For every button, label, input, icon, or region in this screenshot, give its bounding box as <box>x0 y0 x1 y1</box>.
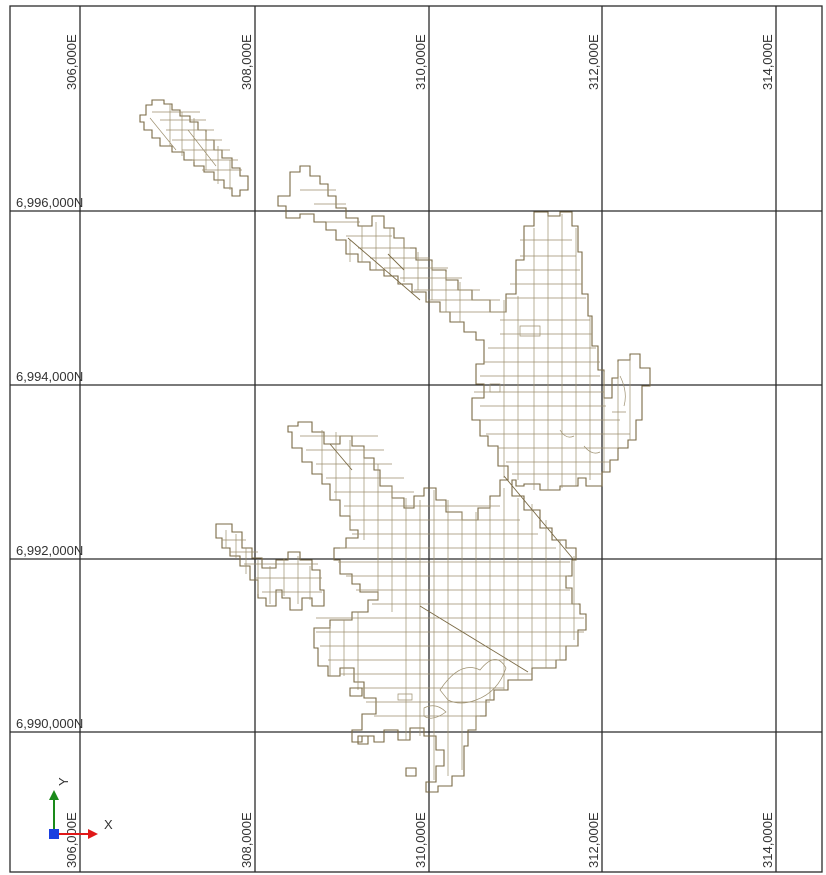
parcel-group-west[interactable] <box>215 523 325 611</box>
easting-grid-lines <box>79 6 777 872</box>
bottom-label-308000: 308,000E <box>239 812 254 868</box>
parcel-outline-west[interactable] <box>215 523 325 611</box>
parcel-inner-west <box>222 530 322 604</box>
northing-label-6996000: 6,996,000N <box>16 195 83 210</box>
top-label-308000: 308,000E <box>239 34 254 90</box>
parcel-outline-northwest[interactable] <box>139 99 249 197</box>
parcel-diagonal-lines <box>329 237 575 673</box>
y-axis-label: Y <box>56 777 71 786</box>
parcel-inner-curves <box>397 325 626 719</box>
axis-origin-marker <box>49 829 59 839</box>
bottom-label-306000: 306,000E <box>64 812 79 868</box>
northing-label-6992000: 6,992,000N <box>16 543 83 558</box>
parcel-group-small-bits[interactable] <box>349 687 417 777</box>
parcel-inner-main-grid <box>300 189 631 780</box>
bottom-easting-labels: 306,000E 308,000E 310,000E 312,000E 314,… <box>64 812 775 868</box>
northing-label-6990000: 6,990,000N <box>16 716 83 731</box>
northing-grid-lines <box>10 210 822 733</box>
parcel-inner-northwest <box>149 104 242 190</box>
northing-label-6994000: 6,994,000N <box>16 369 83 384</box>
parcel-group-northwest[interactable] <box>139 99 249 197</box>
northing-labels: 6,996,000N 6,994,000N 6,992,000N 6,990,0… <box>16 195 83 731</box>
y-axis-arrow-icon <box>49 790 59 800</box>
parcel-outline-main[interactable] <box>277 165 651 793</box>
top-label-306000: 306,000E <box>64 34 79 90</box>
top-label-310000: 310,000E <box>413 34 428 90</box>
x-axis-arrow-icon <box>88 829 98 839</box>
top-label-312000: 312,000E <box>586 34 601 90</box>
parcel-outline-bit-2[interactable] <box>349 687 363 697</box>
bottom-label-312000: 312,000E <box>586 812 601 868</box>
top-easting-labels: 306,000E 308,000E 310,000E 312,000E 314,… <box>64 34 775 90</box>
top-label-314000: 314,000E <box>760 34 775 90</box>
parcel-layer[interactable] <box>139 99 651 793</box>
bottom-label-310000: 310,000E <box>413 812 428 868</box>
x-axis-label: X <box>104 817 113 832</box>
parcel-outline-bit-3[interactable] <box>357 735 369 745</box>
map-frame <box>9 5 823 873</box>
parcel-outline-bit-1[interactable] <box>405 767 417 777</box>
axis-triad: Y X <box>49 777 113 839</box>
bottom-label-314000: 314,000E <box>760 812 775 868</box>
parcel-group-main[interactable] <box>277 165 651 793</box>
